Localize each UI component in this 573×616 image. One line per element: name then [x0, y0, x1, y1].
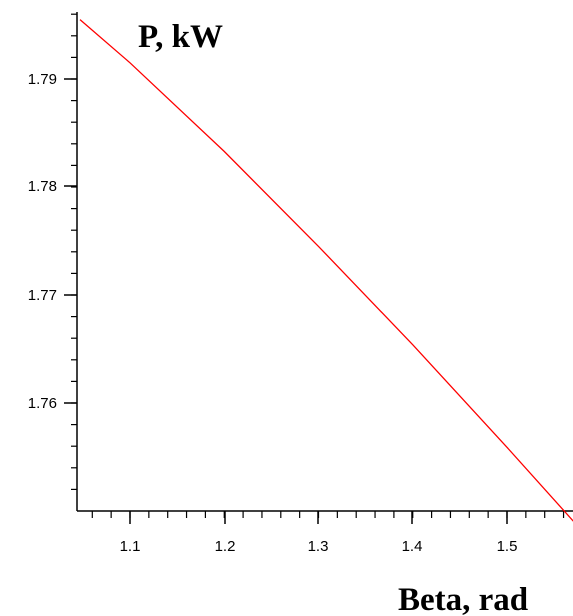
x-tick-label: 1.1	[120, 538, 141, 555]
x-tick-label: 1.5	[497, 538, 518, 555]
x-minor-ticks	[91, 511, 565, 518]
x-tick-label: 1.3	[308, 538, 329, 555]
y-tick-label: 1.77	[28, 287, 57, 304]
x-tick-label: 1.2	[215, 538, 236, 555]
y-tick-label: 1.78	[28, 178, 57, 195]
y-minor-ticks	[71, 13, 77, 490]
y-tick-label: 1.79	[28, 71, 57, 88]
series-line	[79, 19, 573, 522]
x-tick-label: 1.4	[402, 538, 423, 555]
x-axis-title: Beta, rad	[398, 582, 528, 616]
y-tick-label: 1.76	[28, 395, 57, 412]
y-axis-title: P, kW	[138, 19, 223, 55]
